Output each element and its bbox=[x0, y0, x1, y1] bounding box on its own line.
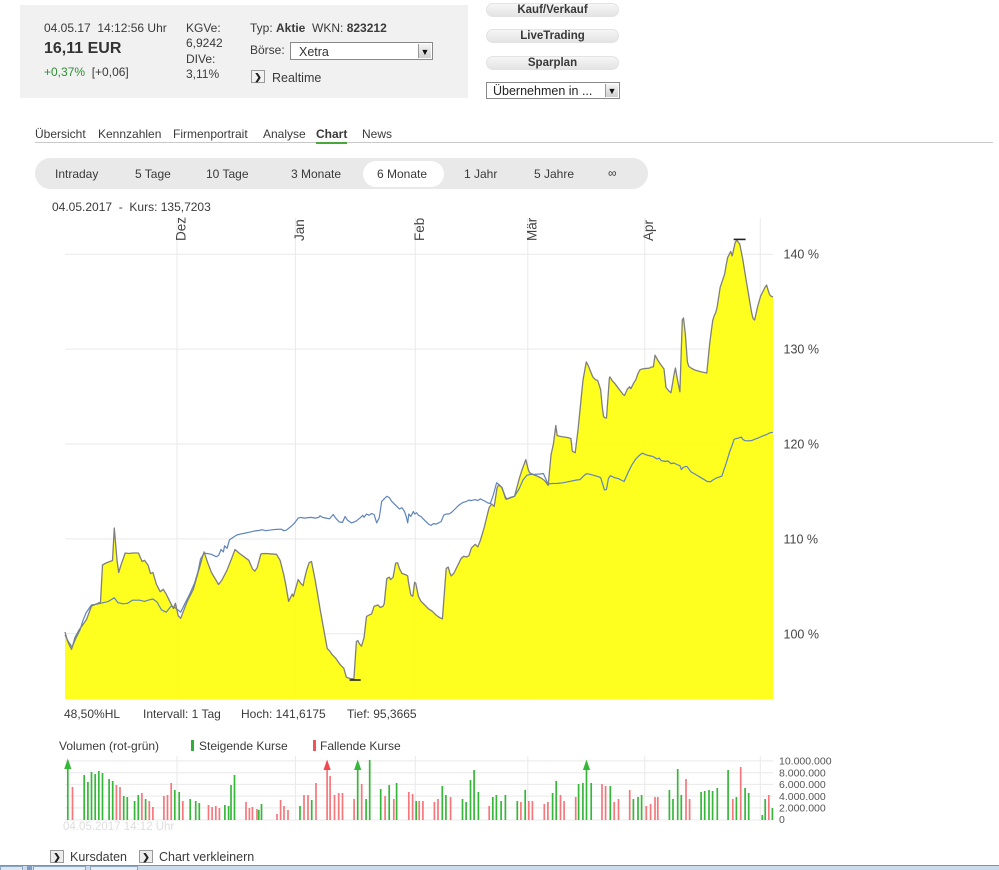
svg-text:6.000.000: 6.000.000 bbox=[779, 779, 826, 791]
svg-text:Dez: Dez bbox=[174, 217, 189, 241]
svg-text:Feb: Feb bbox=[412, 218, 427, 241]
svg-text:Jan: Jan bbox=[292, 219, 307, 241]
svg-text:8.000.000: 8.000.000 bbox=[779, 767, 826, 779]
svg-text:110 %: 110 % bbox=[784, 532, 819, 546]
svg-text:2.000.000: 2.000.000 bbox=[779, 802, 826, 814]
svg-text:4.000.000: 4.000.000 bbox=[779, 791, 826, 803]
svg-text:Apr: Apr bbox=[641, 219, 656, 241]
svg-text:130 %: 130 % bbox=[784, 343, 819, 357]
svg-text:140 %: 140 % bbox=[784, 248, 819, 262]
svg-text:Mär: Mär bbox=[524, 217, 539, 241]
svg-text:0: 0 bbox=[779, 814, 785, 826]
svg-text:100 %: 100 % bbox=[784, 627, 819, 641]
svg-text:10.000.000: 10.000.000 bbox=[779, 755, 832, 767]
svg-text:120 %: 120 % bbox=[784, 438, 819, 452]
